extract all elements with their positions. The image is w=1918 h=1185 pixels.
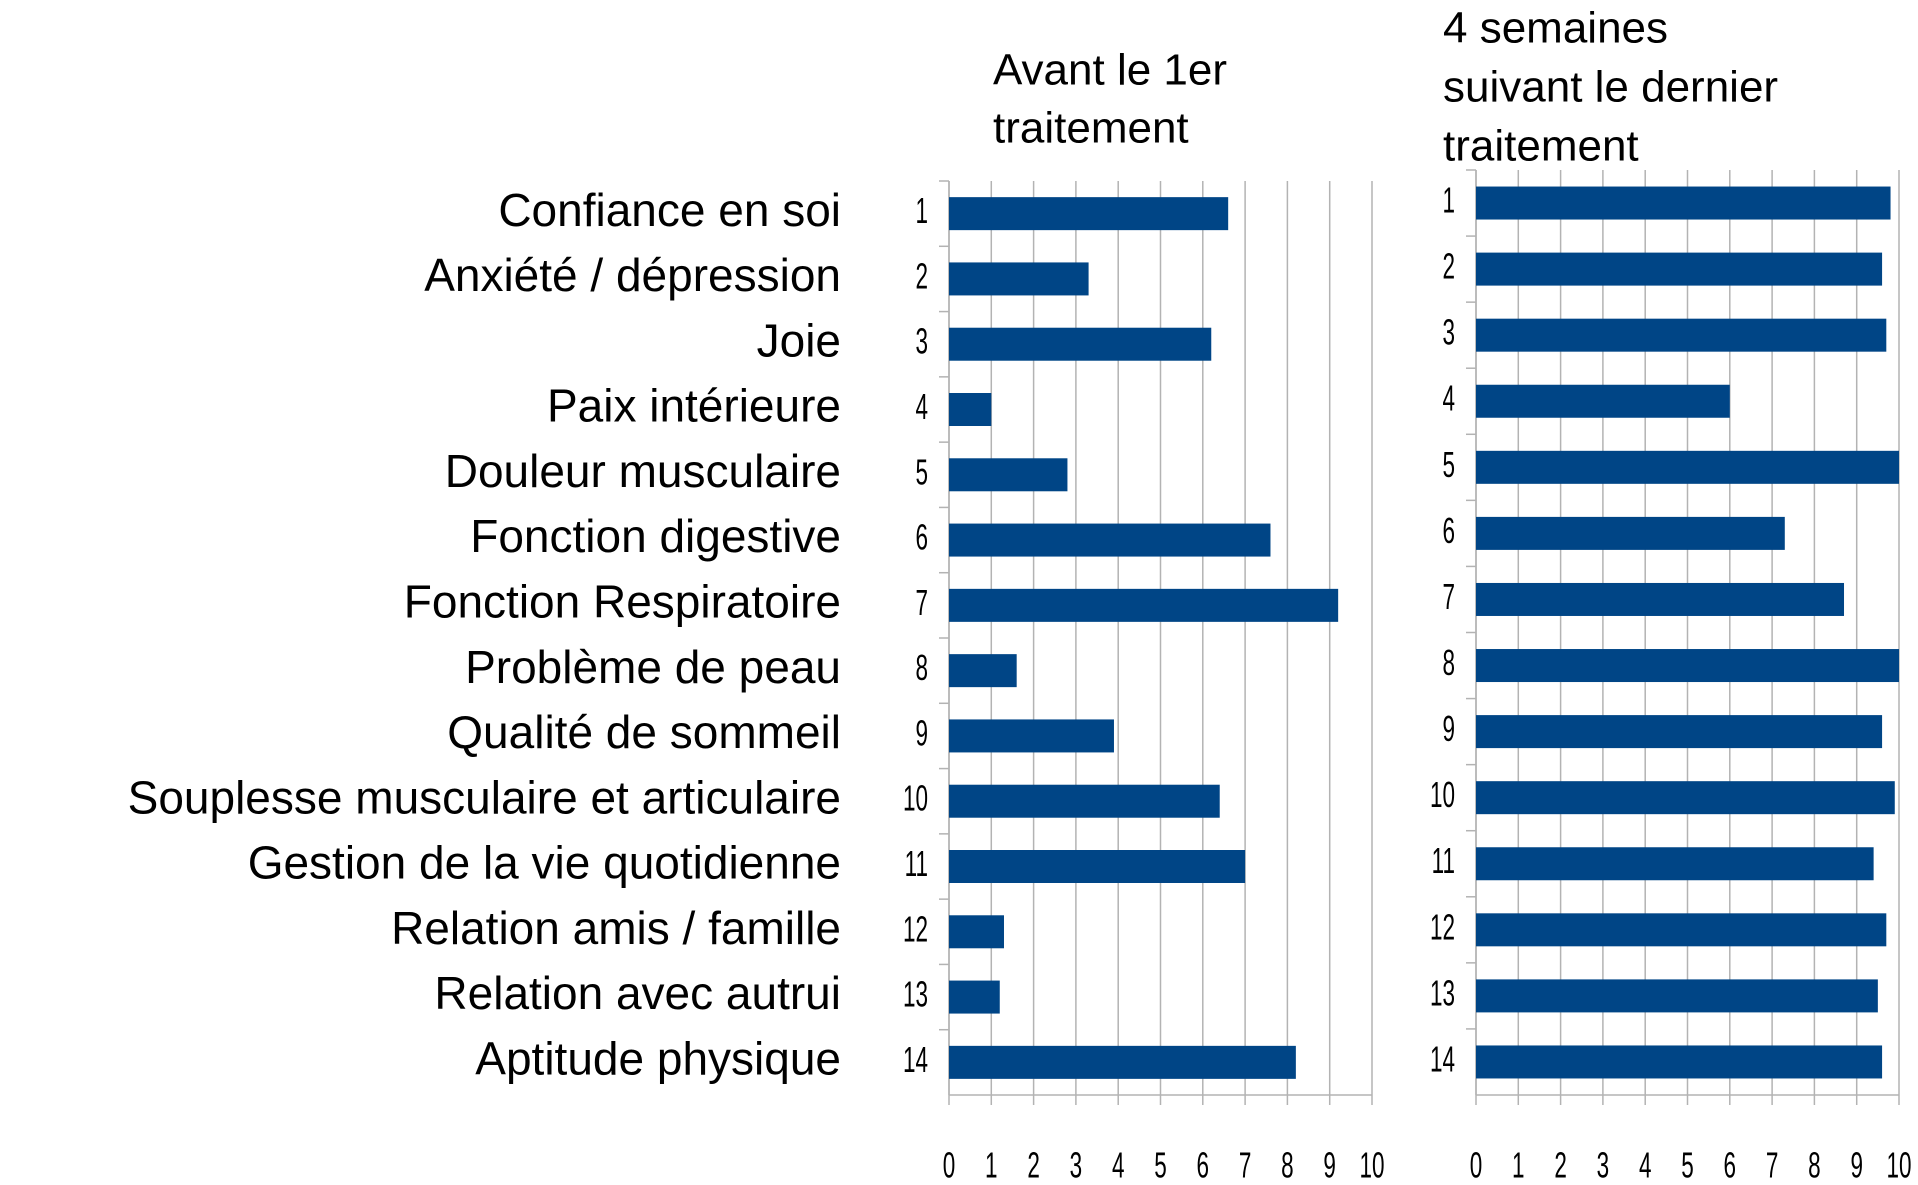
x-tick-label: 10 [1359,1146,1384,1185]
y-tick-label: 6 [1442,512,1455,552]
y-tick-label: 1 [915,192,928,232]
x-tick-label: 8 [1808,1146,1821,1185]
bar [949,1045,1296,1079]
bar [949,654,1017,688]
row-label: Souplesse musculaire et articulaire [128,771,841,823]
x-tick-label: 6 [1197,1146,1210,1185]
chart-title: traitement [993,104,1189,153]
x-tick-label: 10 [1886,1146,1911,1185]
bar [1476,516,1785,550]
x-tick-label: 1 [985,1146,998,1185]
bar [949,327,1212,361]
row-label: Douleur musculaire [445,445,841,497]
row-label: Relation amis / famille [391,902,841,954]
x-tick-label: 9 [1323,1146,1336,1185]
row-label: Gestion de la vie quotidienne [248,837,841,889]
x-tick-label: 2 [1027,1146,1040,1185]
chart-title: 4 semaines [1443,4,1668,53]
chart-title: traitement [1443,122,1639,171]
bar [1476,384,1730,418]
bar [949,784,1220,818]
y-tick-label: 5 [1442,446,1455,486]
y-tick-label: 14 [1430,1040,1455,1080]
row-label: Qualité de sommeil [447,706,841,758]
y-tick-label: 8 [1442,644,1455,684]
bar [1476,186,1891,220]
y-tick-label: 5 [915,453,928,493]
y-tick-label: 12 [903,910,928,950]
bar [949,458,1068,492]
bar [949,850,1246,883]
y-tick-label: 3 [915,323,928,363]
row-label: Anxiété / dépression [424,249,841,301]
bar [1476,781,1895,815]
x-tick-label: 2 [1554,1146,1567,1185]
y-tick-label: 4 [915,388,928,428]
bar [949,719,1114,753]
x-tick-label: 5 [1154,1146,1167,1185]
x-tick-label: 1 [1512,1146,1525,1185]
bar [949,915,1004,949]
y-tick-label: 13 [903,975,928,1015]
bar [1476,582,1845,616]
row-label: Aptitude physique [475,1033,841,1085]
y-tick-label: 10 [903,780,928,820]
y-tick-label: 3 [1442,313,1455,353]
y-tick-label: 4 [1442,380,1455,420]
y-tick-label: 7 [1442,578,1455,618]
y-tick-label: 12 [1430,908,1455,948]
bar [949,197,1229,231]
chart-title: suivant le dernier [1443,63,1778,112]
row-label: Paix intérieure [547,380,841,432]
x-tick-label: 4 [1112,1146,1125,1185]
bar [949,980,1000,1014]
y-tick-label: 8 [915,649,928,689]
y-tick-label: 7 [915,584,928,624]
row-label: Fonction Respiratoire [404,576,841,628]
bar [1476,715,1883,749]
bar [949,262,1089,296]
y-tick-label: 9 [915,714,928,754]
row-label: Joie [757,314,841,366]
bar [1476,1045,1883,1079]
bar [949,588,1339,622]
y-tick-label: 13 [1430,974,1455,1014]
x-tick-label: 8 [1281,1146,1294,1185]
bar [1476,649,1899,683]
row-label: Relation avec autrui [434,967,841,1019]
x-tick-label: 3 [1597,1146,1610,1185]
bar [1476,847,1874,881]
chart-title: Avant le 1er [993,46,1227,95]
row-label: Fonction digestive [470,510,841,562]
y-tick-label: 11 [1432,842,1455,882]
y-tick-label: 11 [905,845,928,885]
bar [949,393,992,426]
y-tick-label: 6 [915,518,928,558]
y-tick-label: 9 [1442,710,1455,750]
y-tick-label: 2 [915,257,928,297]
bar [1476,979,1878,1013]
bar [1476,318,1887,352]
y-tick-label: 1 [1442,181,1455,221]
bar [1476,913,1887,947]
y-tick-label: 14 [903,1041,928,1081]
y-tick-label: 2 [1442,247,1455,287]
y-tick-label: 10 [1430,776,1455,816]
bar [949,523,1271,557]
x-tick-label: 7 [1766,1146,1779,1185]
x-tick-label: 0 [943,1146,956,1185]
x-tick-label: 0 [1470,1146,1483,1185]
x-tick-label: 4 [1639,1146,1652,1185]
row-label: Confiance en soi [498,184,841,236]
x-tick-label: 6 [1724,1146,1737,1185]
bar [1476,450,1899,484]
x-tick-label: 5 [1681,1146,1694,1185]
bar [1476,252,1883,286]
x-tick-label: 9 [1850,1146,1863,1185]
row-label: Problème de peau [465,641,841,693]
x-tick-label: 3 [1070,1146,1083,1185]
x-tick-label: 7 [1239,1146,1252,1185]
